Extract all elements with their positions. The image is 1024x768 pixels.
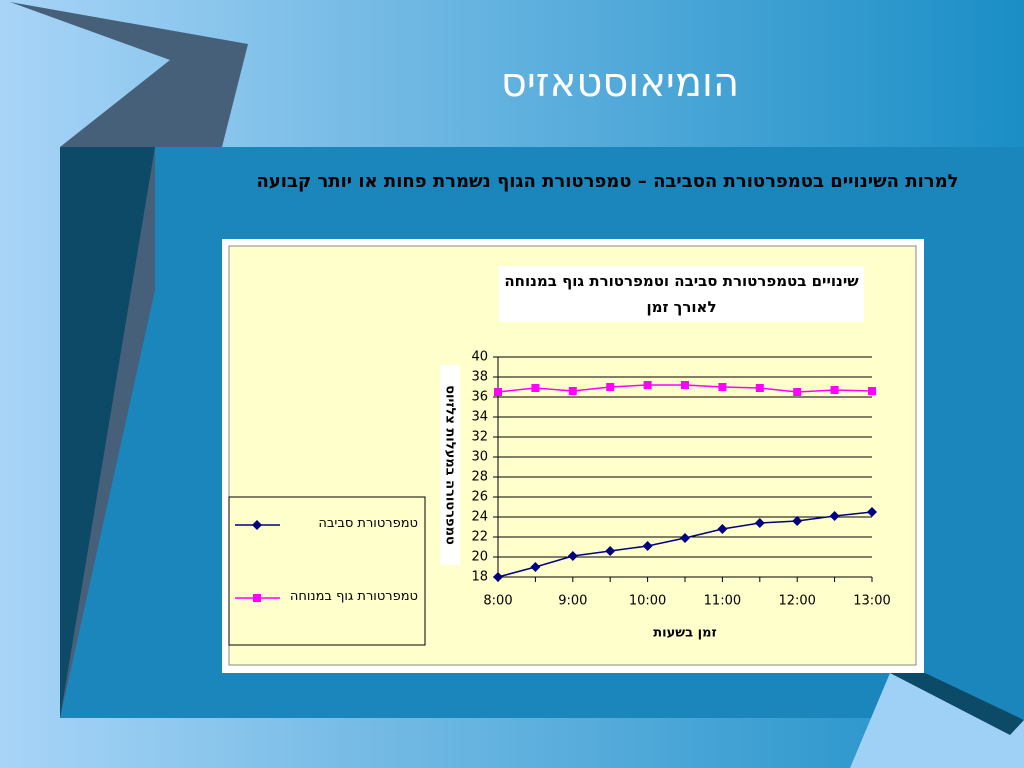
y-label-bg: [440, 365, 460, 565]
marker: [792, 516, 803, 526]
legend-label: טמפרטורת גוף במנוחה: [289, 589, 418, 604]
marker: [793, 388, 802, 396]
y-tick-label: 32: [471, 430, 488, 445]
decor-shape: [60, 147, 155, 718]
marker: [717, 524, 728, 534]
y-tick-label: 18: [471, 570, 488, 585]
slide-text: למרות השינויים בטמפרטורת הסביבה – טמפרטו…: [256, 171, 959, 192]
legend-marker: [252, 520, 262, 530]
y-tick-label: 28: [471, 470, 488, 485]
marker: [493, 572, 503, 582]
y-tick-label: 34: [471, 410, 488, 425]
x-tick-label: 13:00: [853, 594, 890, 609]
y-tick-label: 22: [471, 530, 488, 545]
marker: [680, 533, 690, 543]
legend-marker: [253, 594, 261, 602]
y-tick-label: 24: [471, 510, 488, 525]
marker: [494, 388, 502, 396]
marker: [568, 387, 577, 395]
x-tick-label: 11:00: [704, 594, 741, 609]
marker: [643, 381, 652, 389]
x-tick-label: 10:00: [629, 594, 666, 609]
chart-title: שינויים בטמפרטורת סביבה וטמפרטורת גוף במ…: [499, 266, 864, 322]
marker: [754, 518, 765, 528]
y-tick-label: 40: [471, 350, 488, 365]
marker: [755, 384, 764, 392]
marker: [718, 383, 727, 391]
decor-shape: [890, 673, 1024, 735]
y-tick-label: 30: [471, 450, 488, 465]
legend-item: טמפרטורת סביבה: [318, 516, 418, 531]
y-tick-label: 38: [471, 370, 488, 385]
y-tick-label: 20: [471, 550, 488, 565]
marker: [830, 386, 839, 394]
marker: [868, 387, 876, 395]
y-tick-label: 36: [471, 390, 488, 405]
marker: [681, 381, 689, 389]
legend-item: טמפרטורת גוף במנוחה: [289, 589, 418, 604]
marker: [642, 541, 653, 551]
x-tick-label: 9:00: [558, 594, 587, 609]
marker: [567, 551, 578, 561]
x-axis-label: זמן בשעות: [653, 626, 716, 641]
x-tick-label: 8:00: [483, 594, 512, 609]
marker: [605, 546, 616, 556]
marker: [867, 507, 877, 517]
marker: [531, 384, 540, 392]
y-axis-label: טמפרטורה במעלות צלזיוס: [443, 385, 458, 545]
legend: [228, 496, 426, 646]
marker: [606, 383, 615, 391]
decor-shape: [850, 673, 1024, 768]
marker: [530, 562, 541, 572]
y-tick-label: 26: [471, 490, 488, 505]
x-tick-label: 12:00: [778, 594, 815, 609]
slide-title: הומיאוסטאזיס: [500, 60, 740, 106]
marker: [829, 511, 840, 521]
legend-label: טמפרטורת סביבה: [318, 516, 418, 531]
